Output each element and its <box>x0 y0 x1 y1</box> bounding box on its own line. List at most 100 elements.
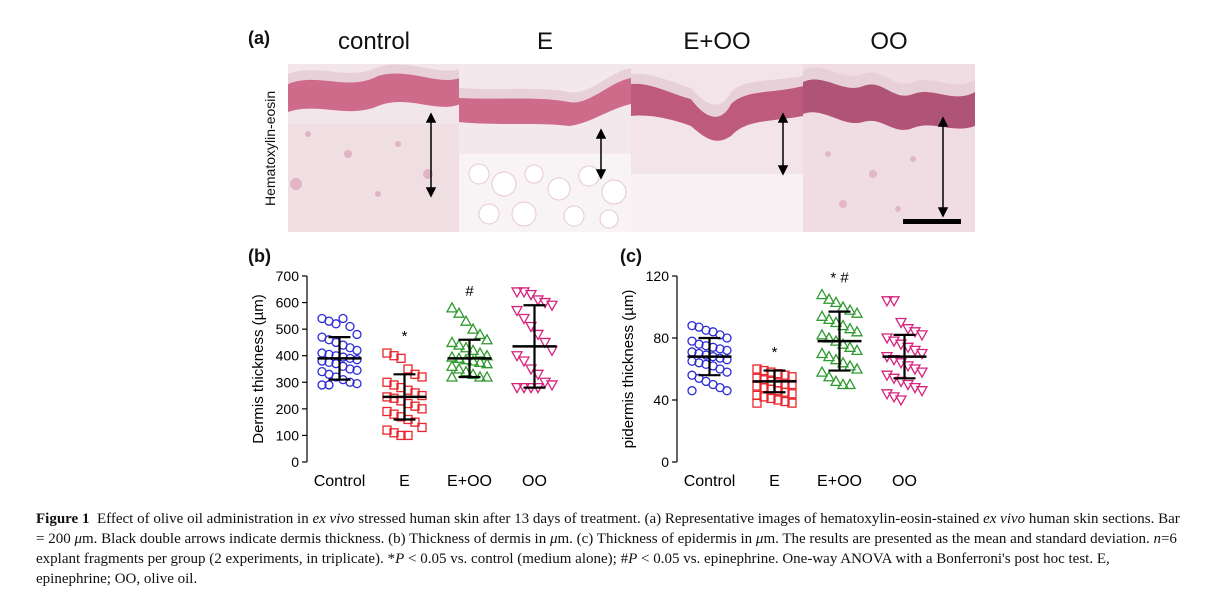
data-point <box>894 395 908 407</box>
data-point <box>417 390 427 401</box>
data-point <box>389 380 399 390</box>
x-category-label: OO <box>892 473 917 490</box>
data-point <box>850 325 864 337</box>
data-point <box>389 393 399 403</box>
histology-image-e <box>459 64 631 232</box>
data-point <box>887 296 901 308</box>
data-point <box>687 386 697 396</box>
data-point <box>787 389 797 399</box>
data-point <box>780 396 790 407</box>
data-point <box>822 370 836 382</box>
y-tick-label: 40 <box>653 392 669 408</box>
histology-image-e-oo <box>631 64 803 232</box>
data-point <box>722 386 732 396</box>
column-title-oo: OO <box>870 28 908 55</box>
data-point <box>822 350 836 362</box>
column-title-e: E <box>536 28 553 55</box>
y-tick-label: 600 <box>276 295 300 311</box>
data-point <box>410 401 420 411</box>
data-point <box>345 364 355 374</box>
data-point <box>815 347 829 359</box>
figure-caption: Figure 1 Effect of olive oil administrat… <box>36 509 1186 589</box>
data-point <box>822 292 836 304</box>
data-point <box>459 314 473 326</box>
caption-text-1: Effect of olive oil administration in <box>96 511 313 527</box>
y-tick-label: 0 <box>661 454 669 470</box>
caption-text-9: < 0.05 vs. epinephrine. One-way ANOVA wi… <box>36 551 1110 587</box>
data-point <box>715 353 725 363</box>
data-point <box>452 338 466 350</box>
data-point <box>715 344 725 354</box>
caption-mu-3: μ <box>755 531 764 547</box>
data-point <box>766 393 776 404</box>
data-point <box>452 306 466 318</box>
data-point <box>843 322 857 334</box>
data-point <box>752 398 762 408</box>
data-point <box>480 357 494 369</box>
y-tick-label: 500 <box>276 321 300 337</box>
data-point <box>410 417 420 427</box>
data-point <box>915 348 929 360</box>
x-category-label: Control <box>684 473 736 490</box>
y-tick-label: 0 <box>291 454 299 470</box>
data-point <box>403 364 413 374</box>
x-category-label: E <box>769 473 780 490</box>
histology-image-control <box>288 64 460 232</box>
x-category-label: E+OO <box>447 473 492 490</box>
column-title-e-oo: E+OO <box>683 28 751 55</box>
data-point <box>352 329 362 340</box>
data-point <box>382 406 392 417</box>
caption-text-5: m. (c) Thickness of epidermis in <box>557 531 756 547</box>
data-point <box>396 430 406 441</box>
data-point <box>345 321 355 332</box>
data-point <box>787 398 797 408</box>
data-point <box>389 428 399 438</box>
data-point <box>452 362 466 374</box>
histology-oo-svg <box>803 64 975 232</box>
y-tick-label: 300 <box>276 374 300 390</box>
scale-bar <box>903 219 961 224</box>
data-point <box>722 345 732 356</box>
data-point <box>829 296 843 307</box>
caption-text-6: m. The results are presented as the mean… <box>763 531 1154 547</box>
data-point <box>545 380 559 392</box>
x-category-label: Control <box>314 473 366 490</box>
data-point <box>317 380 327 390</box>
data-point <box>382 377 392 387</box>
y-tick-label: 400 <box>276 348 300 364</box>
data-point <box>345 377 355 387</box>
data-point <box>473 328 487 340</box>
data-point <box>815 365 829 377</box>
data-point <box>815 288 829 300</box>
stain-label: Hematoxylin-eosin <box>262 90 278 206</box>
data-point <box>687 320 697 331</box>
data-point <box>317 356 327 366</box>
panel-a-label: (a) <box>248 28 270 48</box>
histology-image-oo <box>803 64 975 232</box>
caption-text-7: =6 explant fragments per group (2 experi… <box>36 531 1177 567</box>
significance-marker: # <box>465 283 474 300</box>
significance-marker: * <box>772 344 778 361</box>
data-point <box>473 356 487 368</box>
y-axis-label: Dermis thickness (µm) <box>250 294 267 444</box>
data-point <box>822 313 836 325</box>
data-point <box>510 382 524 394</box>
data-point <box>445 301 459 313</box>
data-point <box>915 367 929 379</box>
x-category-label: OO <box>522 473 547 490</box>
x-category-label: E <box>399 473 410 490</box>
data-point <box>843 378 857 390</box>
data-point <box>445 360 459 371</box>
significance-marker: * <box>402 328 408 345</box>
data-point <box>836 378 850 390</box>
caption-mu-2: μ <box>549 531 558 547</box>
panel-c-label: (c) <box>620 246 642 266</box>
y-tick-label: 200 <box>276 401 300 417</box>
data-point <box>352 355 362 365</box>
data-point <box>352 378 362 389</box>
data-point <box>545 345 559 357</box>
data-point <box>480 333 494 345</box>
data-point <box>352 345 362 356</box>
data-point <box>389 351 399 361</box>
data-point <box>722 367 732 377</box>
